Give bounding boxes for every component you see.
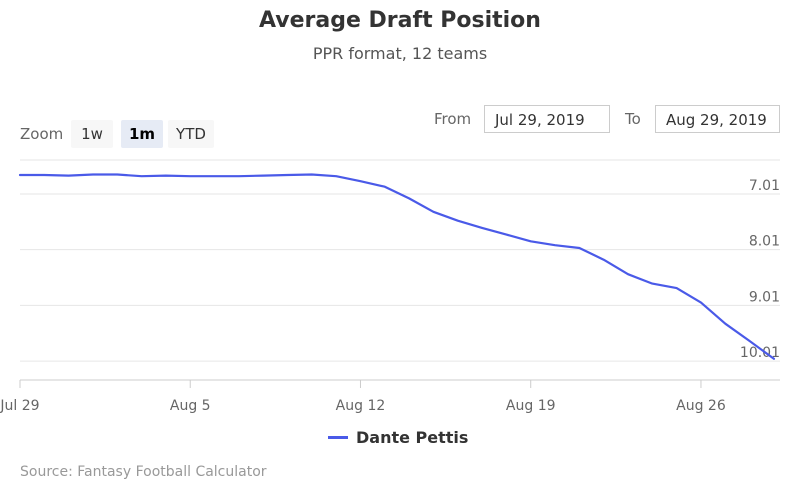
zoom-ytd-button[interactable]: YTD bbox=[168, 120, 214, 148]
zoom-1m-button[interactable]: 1m bbox=[121, 120, 163, 148]
legend-swatch bbox=[328, 435, 348, 439]
to-label: To bbox=[625, 110, 641, 128]
y-tick-label: 8.01 bbox=[749, 234, 780, 250]
x-tick-label: Aug 5 bbox=[170, 398, 211, 414]
from-date-input[interactable]: Jul 29, 2019 bbox=[484, 105, 610, 133]
y-tick-label: 7.01 bbox=[749, 178, 780, 194]
x-tick-label: Aug 19 bbox=[506, 398, 556, 414]
from-label: From bbox=[434, 110, 472, 128]
x-tick-label: Aug 12 bbox=[336, 398, 386, 414]
zoom-1w-button[interactable]: 1w bbox=[71, 120, 113, 148]
zoom-label: Zoom bbox=[20, 125, 64, 143]
y-tick-label: 9.01 bbox=[749, 289, 780, 305]
x-tick-label: Aug 26 bbox=[676, 398, 726, 414]
x-tick-label: Jul 29 bbox=[0, 398, 40, 414]
legend-label: Dante Pettis bbox=[356, 427, 469, 447]
chart-title: Average Draft Position bbox=[259, 8, 541, 33]
to-date-input[interactable]: Aug 29, 2019 bbox=[655, 105, 780, 133]
chart-source: Source: Fantasy Football Calculator bbox=[20, 464, 267, 480]
legend-item-dante-pettis[interactable]: Dante Pettis bbox=[328, 427, 468, 447]
chart-subtitle: PPR format, 12 teams bbox=[312, 44, 488, 63]
series-line bbox=[18, 173, 775, 360]
